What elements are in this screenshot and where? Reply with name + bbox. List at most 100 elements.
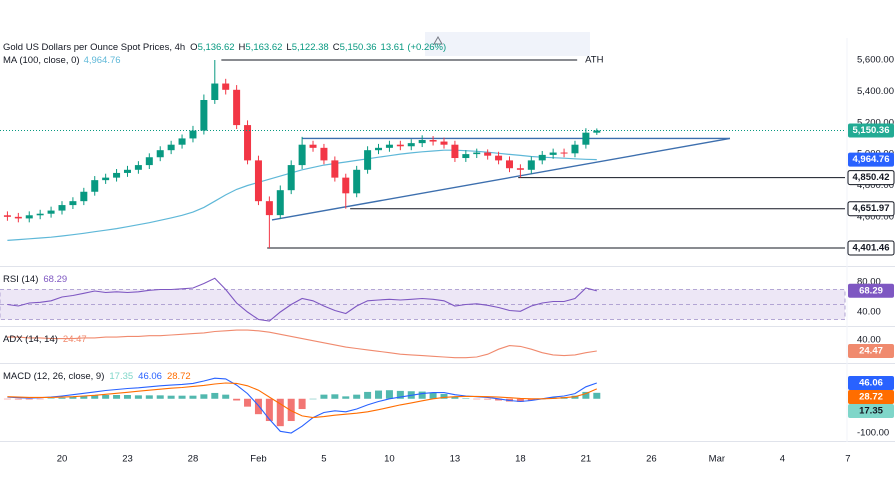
histogram-bar bbox=[331, 394, 339, 399]
candle-body bbox=[80, 191, 88, 202]
histogram-bar bbox=[276, 398, 284, 427]
histogram-tag: 17.35 bbox=[859, 406, 883, 417]
histogram-bar bbox=[582, 391, 590, 399]
signal-line bbox=[7, 382, 598, 419]
y-tick-label: 5,400.00 bbox=[857, 86, 894, 97]
y-tick-label: 40.00 bbox=[857, 307, 881, 318]
histogram-bar bbox=[440, 393, 448, 399]
candle-body bbox=[254, 160, 262, 202]
histogram-bar bbox=[254, 398, 262, 415]
signal-tag: 28.72 bbox=[859, 392, 883, 403]
histogram-bar bbox=[396, 390, 404, 399]
macd-line bbox=[7, 377, 597, 434]
candle-body bbox=[462, 154, 470, 159]
histogram-value: 17.35 bbox=[109, 371, 133, 382]
x-tick-label: 7 bbox=[845, 454, 850, 465]
histogram-bar bbox=[265, 398, 273, 422]
indicator-value: 68.29 bbox=[43, 274, 67, 285]
ohlc-key: O bbox=[190, 42, 197, 53]
x-tick-label: 28 bbox=[188, 454, 199, 465]
y-tick-label: -100.00 bbox=[857, 428, 889, 439]
histogram-bar bbox=[145, 395, 153, 399]
candle-body bbox=[342, 177, 350, 194]
ohlc-value: 5,136.62 bbox=[198, 42, 235, 53]
candle-body bbox=[222, 83, 230, 90]
histogram-bar bbox=[123, 395, 131, 399]
level-tag-box bbox=[847, 240, 895, 256]
x-tick-label: 5 bbox=[321, 454, 326, 465]
histogram-bar bbox=[484, 398, 492, 400]
indicator-legend: ADX (14, 14) 24.47 bbox=[3, 334, 87, 345]
candle-body bbox=[25, 215, 33, 219]
candle-body bbox=[538, 154, 546, 161]
candle-body bbox=[3, 215, 11, 217]
histogram-bar bbox=[156, 395, 164, 399]
histogram-bar bbox=[14, 398, 22, 400]
histogram-bar bbox=[167, 395, 175, 399]
candle-body bbox=[375, 147, 383, 151]
indicator-tag: 24.47 bbox=[859, 346, 883, 357]
indicator-name: MACD (12, 26, close, 9) bbox=[3, 371, 104, 382]
y-tick-label: 80.00 bbox=[857, 277, 881, 288]
indicator-tag: 68.29 bbox=[859, 285, 883, 296]
candle-body bbox=[451, 144, 459, 159]
last-price-tag: 5,150.36 bbox=[853, 125, 890, 136]
candle-body bbox=[320, 147, 328, 161]
histogram-bar bbox=[516, 398, 524, 402]
indicator-tag-box bbox=[848, 283, 894, 298]
candle-body bbox=[265, 201, 273, 216]
x-tick-label: 23 bbox=[122, 454, 133, 465]
ohlc-key: C bbox=[333, 42, 340, 53]
toolbar bbox=[425, 32, 590, 56]
histogram-bar bbox=[113, 395, 121, 399]
candle-body bbox=[407, 143, 415, 147]
macd-value: 46.06 bbox=[138, 371, 162, 382]
histogram-bar bbox=[320, 394, 328, 399]
candle-body bbox=[560, 152, 568, 154]
level-tag: 4,850.42 bbox=[853, 172, 890, 183]
ma-tag: 4,964.76 bbox=[853, 154, 890, 165]
histogram-bar bbox=[451, 396, 459, 399]
x-tick-label: 4 bbox=[780, 454, 785, 465]
histogram-bar bbox=[80, 396, 88, 399]
level-tag-box bbox=[847, 170, 895, 186]
macd-tag: 46.06 bbox=[859, 378, 883, 389]
candle-body bbox=[418, 139, 426, 144]
histogram-bar bbox=[200, 394, 208, 399]
x-tick-label: 18 bbox=[515, 454, 526, 465]
histogram-bar bbox=[298, 398, 306, 410]
histogram-tag-box bbox=[848, 403, 894, 418]
signal-value: 28.72 bbox=[167, 371, 191, 382]
indicator-tag-box bbox=[848, 343, 894, 358]
histogram-bar bbox=[418, 391, 426, 399]
histogram-bar bbox=[375, 390, 383, 399]
indicator-line bbox=[7, 277, 597, 322]
trend-line bbox=[271, 137, 731, 221]
candle-body bbox=[113, 172, 121, 178]
histogram-bar bbox=[287, 398, 295, 422]
candle-body bbox=[145, 157, 153, 166]
candle-body bbox=[211, 83, 219, 100]
histogram-bar bbox=[178, 395, 186, 399]
histogram-bar bbox=[429, 392, 437, 399]
candle-body bbox=[167, 144, 175, 151]
candle-body bbox=[91, 180, 99, 192]
candle-body bbox=[233, 89, 241, 126]
candle-body bbox=[593, 130, 601, 133]
candle-body bbox=[440, 141, 448, 145]
y-tick-label: 4,800.00 bbox=[857, 180, 894, 191]
histogram-bar bbox=[47, 398, 55, 399]
candle-body bbox=[178, 138, 186, 145]
ohlc-value: 5,163.62 bbox=[245, 42, 282, 53]
ohlc-value: 5,150.36 bbox=[340, 42, 377, 53]
candle-body bbox=[189, 130, 197, 139]
histogram-bar bbox=[69, 396, 77, 399]
indicator-line bbox=[7, 329, 597, 359]
chart-header: Gold US Dollars per Ounce Spot Prices, 4… bbox=[3, 42, 446, 53]
candle-body bbox=[527, 160, 535, 170]
candle-body bbox=[200, 99, 208, 131]
ma-value: 4,964.76 bbox=[84, 55, 121, 66]
histogram-bar bbox=[309, 398, 317, 400]
ma-legend: MA (100, close, 0) 4,964.76 bbox=[3, 55, 121, 66]
